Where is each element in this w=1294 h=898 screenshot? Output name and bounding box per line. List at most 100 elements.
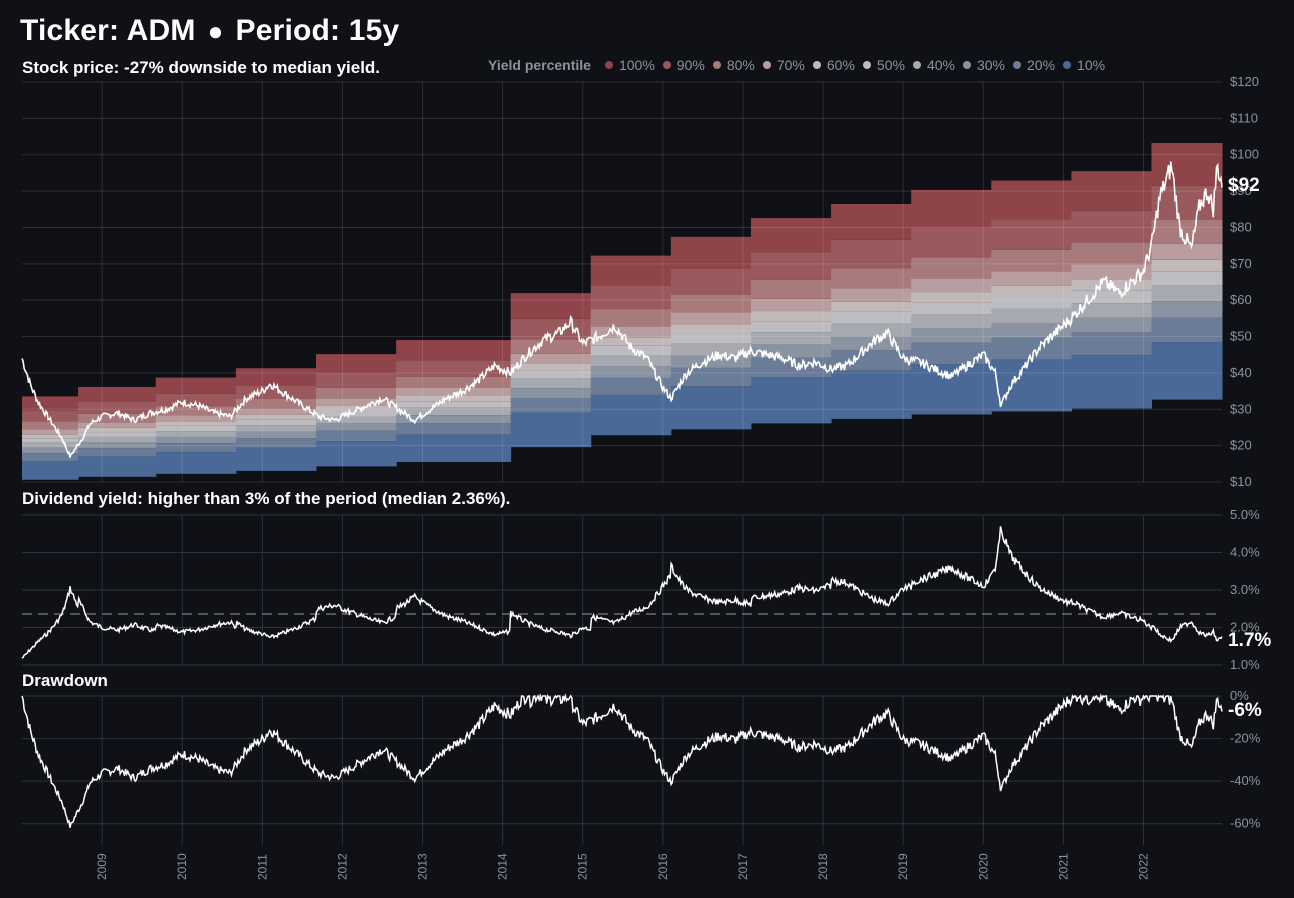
percentile-band	[991, 337, 1072, 360]
percentile-band	[590, 337, 672, 346]
drawdown-last-value: -6%	[1228, 700, 1262, 721]
percentile-band	[315, 372, 397, 388]
percentile-band	[315, 410, 397, 417]
y-tick-label: -60%	[1230, 816, 1261, 831]
percentile-band	[670, 236, 752, 270]
percentile-band	[155, 415, 237, 422]
percentile-band	[155, 425, 237, 432]
percentile-band	[235, 438, 317, 448]
percentile-band	[78, 448, 157, 457]
price-line	[21, 161, 1223, 458]
percentile-band	[590, 345, 672, 356]
legend-swatch	[604, 61, 613, 69]
percentile-band	[750, 321, 832, 333]
legend-item: 80%	[712, 57, 755, 73]
title-separator: ●	[207, 16, 224, 46]
y-tick-label: $50	[1230, 329, 1252, 344]
percentile-band	[78, 436, 157, 443]
percentile-band	[590, 285, 672, 310]
percentile-band	[78, 386, 157, 402]
percentile-band	[590, 326, 672, 338]
percentile-band	[831, 370, 912, 419]
y-tick-label: $90	[1230, 183, 1252, 198]
percentile-band	[670, 386, 752, 430]
percentile-band	[1151, 342, 1223, 400]
percentile-band	[1151, 142, 1223, 186]
x-tick-label: 2010	[175, 853, 189, 880]
percentile-band	[22, 410, 79, 422]
x-tick-label: 2013	[416, 853, 430, 880]
y-tick-label: $10	[1230, 474, 1252, 489]
percentile-band	[911, 342, 992, 365]
percentile-band	[510, 370, 592, 379]
percentile-band	[396, 395, 512, 402]
percentile-band	[911, 328, 992, 343]
percentile-band	[911, 278, 992, 293]
x-axis: 2009 2010 2011 2012 2013 2014 2015 2016 2017 2018…	[95, 853, 1150, 880]
percentile-band	[590, 355, 672, 367]
percentile-band	[510, 363, 592, 371]
percentile-band	[1151, 317, 1223, 343]
percentile-band	[831, 336, 912, 351]
percentile-band	[991, 271, 1072, 286]
yield-line	[21, 526, 1223, 659]
y-tick-label: -20%	[1230, 731, 1261, 746]
percentile-band	[911, 364, 992, 415]
percentile-band	[510, 378, 592, 389]
period-label: Period: 15y	[235, 14, 400, 47]
percentile-band	[1151, 271, 1223, 286]
y-tick-label: -40%	[1230, 773, 1261, 788]
percentile-band	[670, 294, 752, 313]
legend-swatch	[762, 61, 771, 69]
percentile-band	[750, 311, 832, 322]
x-tick-label: 2015	[576, 853, 590, 880]
percentile-band	[670, 312, 752, 325]
yield-panel-title: Dividend yield: higher than 3% of the pe…	[22, 489, 511, 508]
percentile-band	[78, 413, 157, 423]
drawdown-panel-title: Drawdown	[22, 671, 108, 690]
percentile-band	[315, 416, 397, 424]
percentile-band	[831, 288, 912, 302]
percentile-band	[315, 441, 397, 467]
percentile-band	[155, 421, 237, 426]
percentile-band	[911, 292, 992, 303]
y-tick-label: 5.0%	[1230, 507, 1260, 522]
percentile-band	[315, 387, 397, 399]
y-tick-label: 0%	[1230, 688, 1249, 703]
legend-swatch	[1013, 61, 1021, 69]
x-tick-label: 2020	[976, 853, 990, 880]
x-tick-label: 2014	[496, 853, 510, 880]
percentile-band	[750, 332, 832, 345]
percentile-band	[1151, 219, 1223, 244]
percentile-band	[590, 394, 672, 436]
percentile-band	[1151, 243, 1223, 260]
percentile-band	[155, 452, 237, 474]
percentile-band	[155, 436, 237, 444]
percentile-band	[510, 353, 592, 364]
percentile-band	[831, 268, 912, 289]
percentile-band	[1071, 332, 1153, 356]
legend-label: 100%	[618, 57, 655, 73]
percentile-band	[235, 447, 317, 471]
percentile-band	[991, 322, 1072, 338]
percentile-band	[22, 442, 79, 448]
legend-label: 70%	[776, 57, 805, 73]
legend-item: 50%	[862, 57, 905, 73]
y-tick-label: 4.0%	[1230, 545, 1260, 560]
legend-swatch	[812, 61, 821, 69]
legend-swatch	[912, 61, 921, 69]
percentile-band	[396, 423, 512, 435]
x-tick-label: 2011	[255, 854, 269, 880]
percentile-band	[396, 407, 512, 416]
x-tick-label: 2012	[335, 853, 349, 880]
percentile-band	[750, 377, 832, 424]
yield-percentile-legend: Yield percentile 100% 90% 80% 70% 60% 50% 40% 3…	[488, 57, 1105, 73]
percentile-band	[22, 396, 79, 411]
legend-label: 40%	[926, 57, 955, 73]
legend-swatch	[1063, 61, 1072, 69]
percentile-band	[750, 252, 832, 280]
percentile-band	[1071, 242, 1153, 265]
price-panel-title: Stock price: -27% downside to median yie…	[22, 58, 381, 77]
y-tick-label: $30	[1230, 401, 1252, 416]
